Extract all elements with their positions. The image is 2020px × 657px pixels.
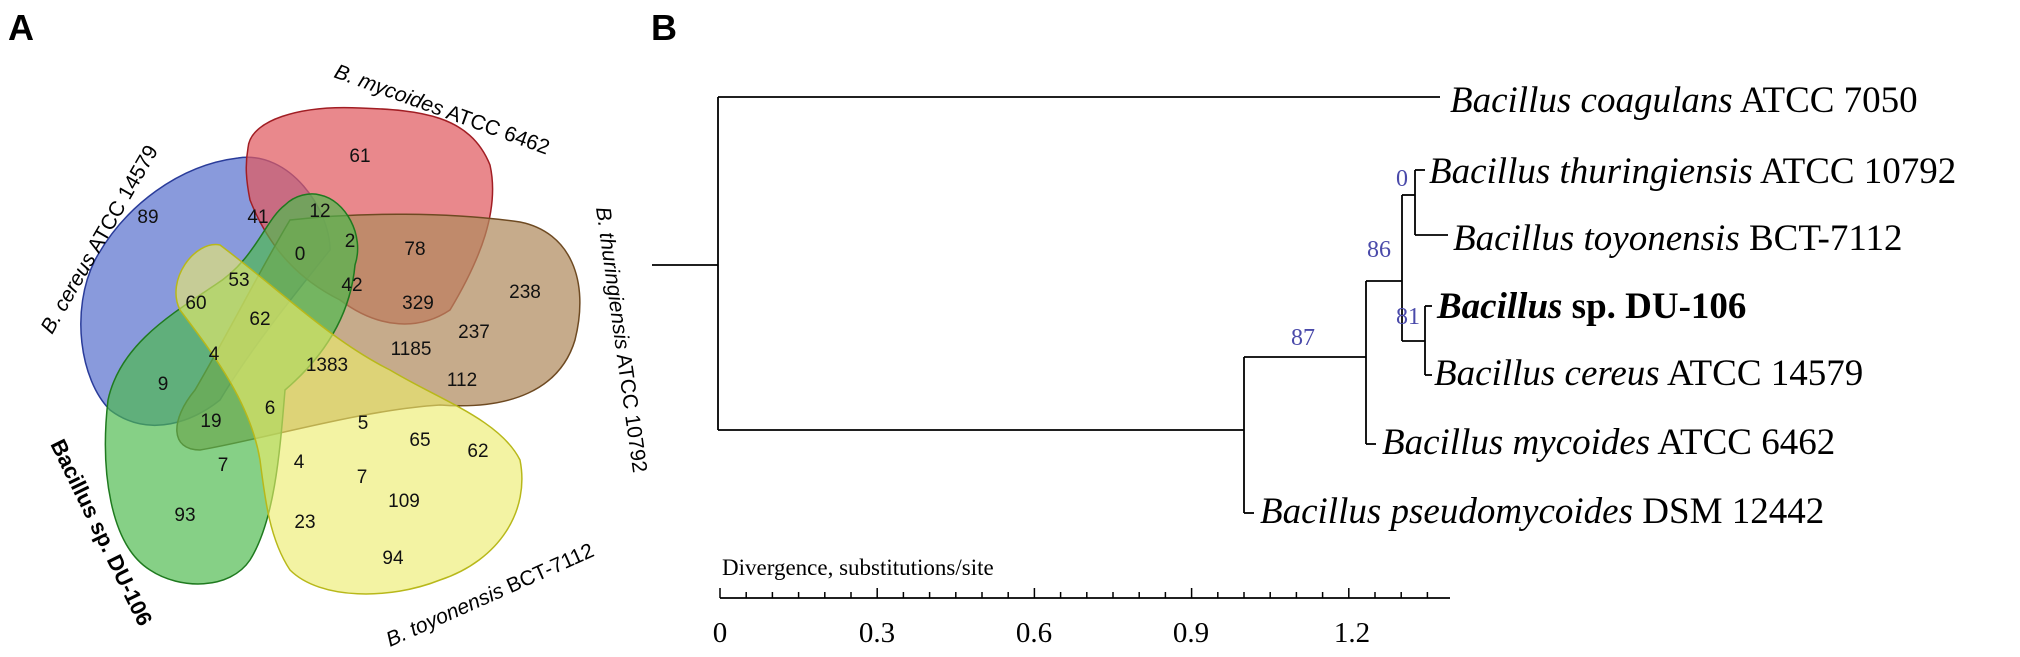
taxon-label: Bacillus mycoides ATCC 6462 (1382, 422, 1835, 463)
scale-tick-label: 0.3 (859, 617, 895, 649)
venn-count: 41 (247, 207, 268, 228)
bootstrap-value: 87 (1291, 325, 1315, 351)
venn-count: 238 (509, 282, 541, 303)
venn-count: 2 (345, 231, 356, 252)
panel-b-label: B (651, 7, 677, 48)
taxon-label-highlight: Bacillus sp. DU-106 (1436, 286, 1746, 327)
venn-count: 62 (467, 441, 488, 462)
scale-tick-label: 1.2 (1334, 617, 1370, 649)
venn-count: 42 (341, 275, 362, 296)
phylogenetic-tree (652, 96, 1448, 514)
venn-count: 89 (137, 207, 158, 228)
venn-count: 65 (409, 430, 430, 451)
venn-count: 109 (388, 491, 420, 512)
venn-count: 61 (349, 146, 370, 167)
venn-count: 53 (228, 270, 249, 291)
venn-count: 237 (458, 322, 490, 343)
venn-count: 78 (404, 239, 425, 260)
venn-count: 1383 (306, 355, 348, 376)
venn-count: 7 (357, 467, 368, 488)
venn-diagram (80, 106, 581, 595)
venn-count: 4 (294, 452, 305, 473)
scale-tick-label: 0.6 (1016, 617, 1052, 649)
scale-tick-label: 0.9 (1173, 617, 1209, 649)
venn-counts: 61 89 41 12 2 78 238 0 42 53 60 62 329 2… (137, 146, 540, 569)
venn-count: 7 (218, 455, 229, 476)
venn-count: 112 (447, 370, 477, 391)
venn-count: 94 (382, 548, 404, 569)
venn-label-thuringiensis: B. thuringiensis ATCC 10792 (591, 205, 651, 474)
venn-count: 93 (174, 505, 195, 526)
venn-count: 6 (265, 398, 276, 419)
venn-count: 19 (200, 411, 221, 432)
bootstrap-value: 81 (1396, 304, 1420, 330)
taxon-label: Bacillus coagulans ATCC 7050 (1450, 80, 1918, 121)
bootstrap-value: 0 (1396, 166, 1408, 192)
scale-tick-label: 0 (713, 617, 728, 649)
venn-count: 5 (358, 413, 369, 434)
divergence-scale: Divergence, substitutions/site 0 0.3 0.6… (713, 555, 1450, 649)
taxon-label: Bacillus thuringiensis ATCC 10792 (1429, 151, 1956, 192)
panel-a-label: A (8, 7, 34, 48)
venn-count: 1185 (391, 339, 432, 360)
scale-minor-ticks (719, 588, 1429, 598)
venn-set-du106 (104, 193, 359, 585)
venn-count: 12 (309, 201, 330, 222)
venn-count: 23 (294, 512, 315, 533)
venn-count: 62 (249, 309, 270, 330)
bootstrap-value: 86 (1367, 237, 1391, 263)
venn-set-toyonensis (175, 243, 523, 595)
venn-count: 9 (158, 374, 169, 395)
scale-title: Divergence, substitutions/site (722, 555, 994, 580)
venn-count: 60 (185, 293, 206, 314)
venn-count: 329 (402, 293, 434, 314)
venn-count: 4 (209, 344, 220, 365)
taxon-label: Bacillus toyonensis BCT-7112 (1453, 218, 1902, 259)
venn-count: 0 (295, 244, 306, 265)
taxon-label: Bacillus pseudomycoides DSM 12442 (1260, 491, 1824, 532)
taxon-label: Bacillus cereus ATCC 14579 (1434, 353, 1863, 394)
